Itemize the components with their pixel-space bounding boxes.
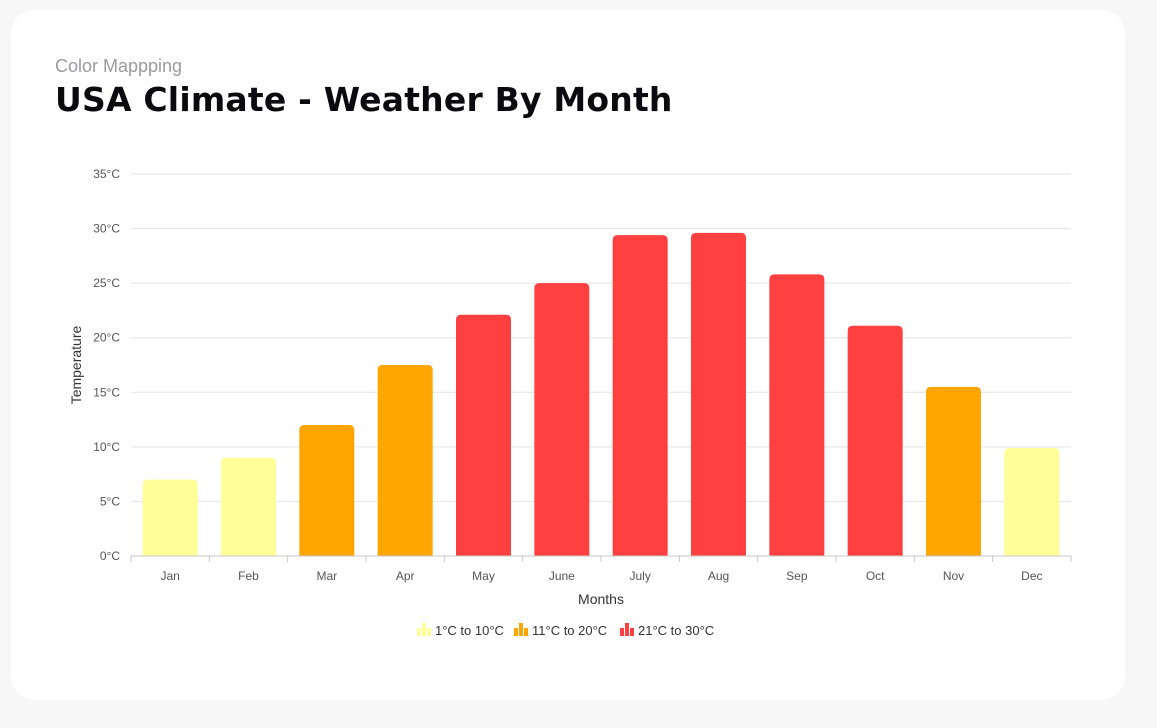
legend-marker: [514, 628, 518, 636]
bar-aug[interactable]: [691, 232, 746, 557]
x-axis-title: Months: [578, 591, 624, 607]
x-tick-label: Jan: [160, 569, 179, 583]
chart-title: USA Climate - Weather By Month: [55, 80, 673, 119]
y-tick-label: 35°C: [93, 167, 120, 181]
x-tick-label: Oct: [866, 569, 885, 583]
x-tick-label: Apr: [396, 569, 415, 583]
y-tick-label: 20°C: [93, 331, 120, 345]
y-axis-title: Temperature: [68, 325, 84, 404]
legend-marker: [625, 623, 629, 636]
legend-label: 21°C to 30°C: [638, 623, 714, 638]
bar-mar[interactable]: [299, 425, 355, 556]
y-tick-label: 5°C: [100, 494, 120, 508]
bar-may[interactable]: [456, 314, 511, 556]
legend-marker: [524, 628, 528, 636]
legend-marker: [417, 628, 421, 636]
x-tick-label: Nov: [943, 569, 964, 583]
legend-marker: [630, 628, 634, 636]
legend-item[interactable]: 11°C to 20°C: [514, 623, 607, 638]
legend: 1°C to 10°C 11°C to 20°C 21°C to 30°C: [417, 623, 714, 638]
bar-apr[interactable]: [377, 365, 433, 556]
bar-jan[interactable]: [142, 479, 198, 556]
bar-feb[interactable]: [221, 457, 276, 556]
bar-sep[interactable]: [769, 274, 825, 556]
legend-label: 1°C to 10°C: [435, 623, 504, 638]
legend-marker: [519, 623, 523, 636]
x-tick-label: Dec: [1021, 569, 1042, 583]
legend-label: 11°C to 20°C: [532, 623, 607, 638]
bar-july[interactable]: [612, 235, 668, 556]
x-tick-label: Mar: [316, 569, 337, 583]
x-tick-label: Aug: [708, 569, 729, 583]
bar-oct[interactable]: [847, 325, 903, 556]
legend-marker: [620, 628, 624, 636]
gridlines: [131, 173, 1071, 502]
bars: [142, 232, 1060, 557]
x-tick-label: Feb: [238, 569, 259, 583]
bar-june[interactable]: [534, 283, 590, 556]
chart-subtitle: Color Mappping: [55, 56, 183, 76]
x-tick-label: June: [549, 569, 575, 583]
y-axis-ticks: 0°C 5°C 10°C 15°C 20°C 25°C 30°C 35°C: [93, 167, 120, 563]
x-tick-label: July: [629, 569, 650, 583]
bar-nov[interactable]: [926, 386, 981, 556]
x-tick-label: May: [472, 569, 495, 583]
y-tick-label: 15°C: [93, 385, 120, 399]
bar-dec[interactable]: [1004, 447, 1060, 556]
y-tick-label: 30°C: [93, 222, 120, 236]
legend-marker: [422, 623, 426, 636]
legend-item[interactable]: 1°C to 10°C: [417, 623, 504, 638]
legend-marker: [427, 628, 431, 636]
y-tick-label: 25°C: [93, 276, 120, 290]
legend-item[interactable]: 21°C to 30°C: [620, 623, 714, 638]
x-tick-label: Sep: [786, 569, 808, 583]
y-tick-label: 10°C: [93, 440, 120, 454]
x-axis: Jan Feb Mar Apr May June July Aug Sep Oct Nov Dec: [130, 555, 1072, 583]
y-tick-label: 0°C: [100, 549, 120, 563]
